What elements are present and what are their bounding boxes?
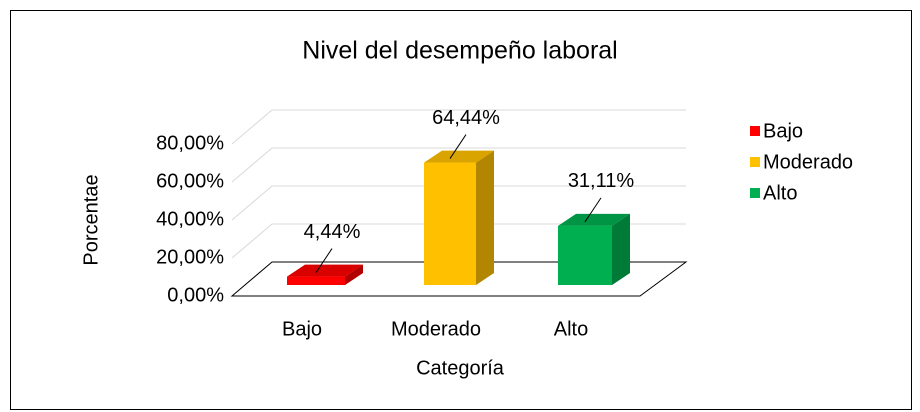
bar-side-shade [476,150,494,285]
data-label: 4,44% [304,221,361,243]
y-tick-label: 0,00% [167,284,224,306]
x-tick-label: Alto [554,318,588,340]
y-tick-label: 40,00% [156,208,224,230]
bar-side [345,264,363,285]
y-tick-label: 80,00% [156,132,224,154]
legend-swatch [750,188,760,198]
x-tick-label: Moderado [391,318,481,340]
leader-line [584,197,602,223]
bar-side [476,150,494,285]
bar-side-shade [345,264,363,285]
legend-label: Bajo [763,120,803,142]
leader-line [315,248,333,273]
legend-swatch [750,157,760,167]
legend-swatch [750,126,760,136]
chart-title: Nivel del desempeño laboral [302,37,617,65]
y-axis-label: Porcentae [80,174,102,265]
y-tick-label: 20,00% [156,246,224,268]
bar-top-shade [558,213,630,226]
grid-line [231,185,686,221]
bar-side [612,213,630,285]
y-tick-label: 60,00% [156,170,224,192]
bar-top [287,264,363,277]
floor [230,261,688,297]
bar [424,162,476,285]
data-label: 64,44% [432,107,500,129]
x-tick-label: Bajo [282,318,322,340]
bar [558,225,612,285]
grid-line [231,147,686,183]
x-axis-label: Categoría [416,357,505,379]
bar-side-shade [612,213,630,285]
legend-label: Alto [763,182,797,204]
bar-top [558,213,630,226]
bar [287,276,345,285]
bar-top-shade [424,150,494,163]
grid-line [231,223,686,259]
legend-label: Moderado [763,151,853,173]
leader-line [449,134,467,159]
grid-line [231,109,686,145]
bar-top [424,150,494,163]
bar-top-shade [287,264,363,277]
data-label: 31,11% [568,170,635,192]
